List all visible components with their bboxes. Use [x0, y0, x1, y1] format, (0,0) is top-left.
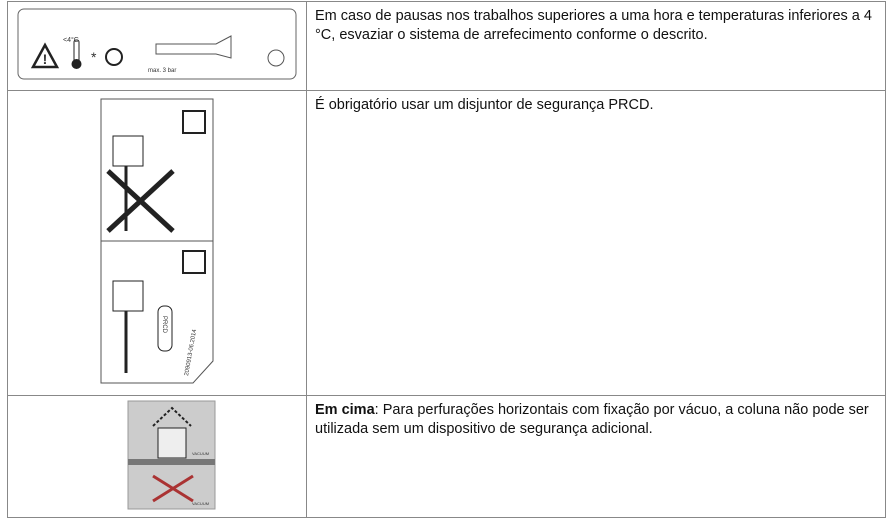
prcd-illustration: PRCD 2090913-06.2014: [100, 98, 214, 384]
bold-lead: Em cima: [315, 402, 375, 418]
image-label: VACUUM: [192, 501, 209, 506]
text-cell: Em caso de pausas nos trabalhos superior…: [306, 1, 886, 91]
row: PRCD 2090913-06.2014 É obrigatório usar …: [7, 90, 886, 396]
svg-text:*: *: [91, 49, 97, 65]
image-cell: PRCD 2090913-06.2014: [7, 90, 307, 396]
cooling-label: ! <4°C * max. 3 bar: [17, 8, 297, 80]
row: VACUUM VACUUM Em cima: Para perfurações …: [7, 395, 886, 518]
text-cell: É obrigatório usar um disjuntor de segur…: [306, 90, 886, 396]
page: ! <4°C * max. 3 bar Em caso de pausas no…: [7, 1, 886, 518]
row: ! <4°C * max. 3 bar Em caso de pausas no…: [7, 1, 886, 91]
instruction-table: ! <4°C * max. 3 bar Em caso de pausas no…: [7, 1, 886, 518]
image-label: max. 3 bar: [148, 68, 176, 74]
vacuum-illustration: VACUUM VACUUM: [127, 400, 216, 510]
image-label: VACUUM: [192, 451, 209, 456]
image-label: PRCD: [161, 316, 167, 334]
image-cell: VACUUM VACUUM: [7, 395, 307, 518]
image-label: <4°C: [63, 36, 79, 44]
text: : Para perfurações horizontais com fixaç…: [315, 402, 869, 437]
text-cell: Em cima: Para perfurações horizontais co…: [306, 395, 886, 518]
svg-text:!: !: [43, 51, 48, 67]
image-cell: ! <4°C * max. 3 bar: [7, 1, 307, 91]
